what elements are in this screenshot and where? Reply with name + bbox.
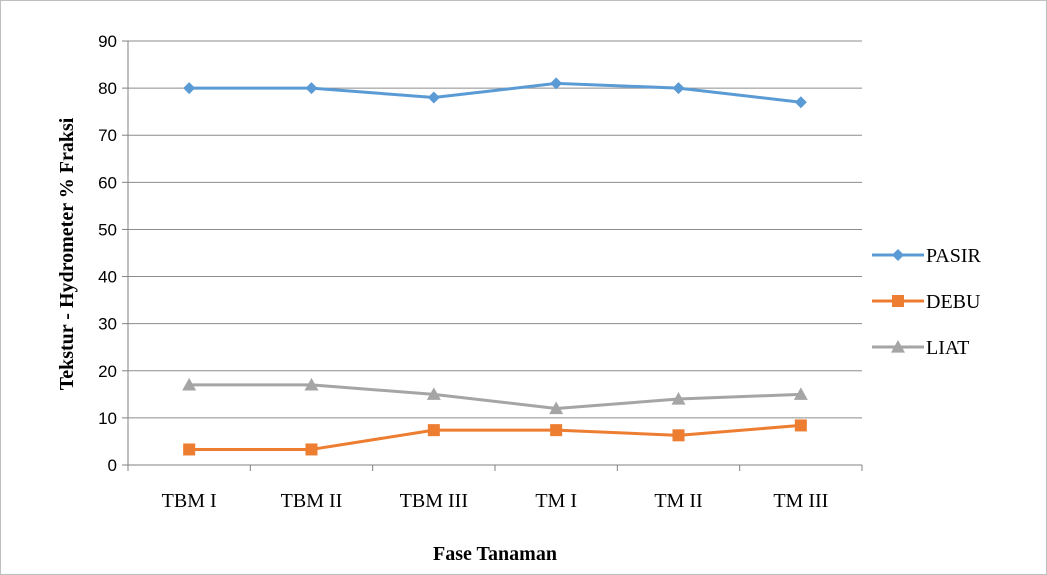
- legend-item-pasir: PASIR: [872, 245, 982, 267]
- data-point-pasir: [427, 91, 440, 104]
- data-point-pasir: [550, 77, 563, 90]
- x-tick-label: TBM I: [162, 490, 217, 512]
- y-tick-label: 0: [108, 456, 117, 475]
- x-tick-label: TM III: [773, 490, 828, 512]
- x-tick-label: TM I: [535, 490, 577, 512]
- data-point-debu: [794, 419, 807, 432]
- x-tick-label: TBM II: [281, 490, 343, 512]
- x-tick-label: TM II: [654, 490, 702, 512]
- legend-marker-liat: [891, 340, 905, 353]
- legend-marker-pasir: [892, 249, 904, 261]
- y-tick-label: 90: [98, 32, 117, 51]
- y-axis-tick-labels: 0 10 20 30 40 50 60 70 80 90: [98, 32, 117, 475]
- y-tick-label: 10: [98, 409, 117, 428]
- data-point-debu: [427, 424, 440, 437]
- series-line-pasir: [189, 81, 802, 104]
- series-line-debu: [189, 423, 801, 451]
- y-tick-label: 70: [98, 126, 117, 145]
- data-point-liat: [304, 377, 319, 391]
- legend: PASIR DEBU LIAT: [872, 245, 982, 359]
- data-point-liat: [549, 401, 564, 415]
- data-point-debu: [305, 443, 318, 456]
- legend-label-pasir: PASIR: [926, 245, 982, 267]
- y-tick-label: 50: [98, 220, 117, 239]
- data-point-debu: [183, 443, 196, 456]
- data-series: [182, 77, 808, 456]
- data-point-pasir: [305, 82, 318, 95]
- series-debu: [183, 419, 807, 456]
- y-tick-label: 30: [98, 315, 117, 334]
- legend-item-debu: DEBU: [872, 291, 981, 313]
- axes: [122, 40, 863, 471]
- series-line-liat: [189, 383, 801, 410]
- data-point-pasir: [794, 96, 807, 109]
- x-axis-title: Fase Tanaman: [433, 543, 557, 565]
- series-pasir: [183, 77, 807, 109]
- x-axis-tick-labels: TBM I TBM II TBM III TM I TM II TM III: [162, 490, 829, 512]
- gridlines: [128, 40, 862, 419]
- y-tick-label: 20: [98, 362, 117, 381]
- data-point-pasir: [672, 82, 685, 95]
- legend-item-liat: LIAT: [872, 337, 969, 359]
- y-tick-label: 60: [98, 173, 117, 192]
- data-point-debu: [672, 429, 685, 442]
- y-tick-label: 80: [98, 79, 117, 98]
- x-tick-label: TBM III: [400, 490, 468, 512]
- data-point-liat: [671, 392, 686, 405]
- legend-label-debu: DEBU: [926, 291, 981, 313]
- data-point-liat: [793, 387, 808, 400]
- y-tick-label: 40: [98, 268, 117, 287]
- y-axis-title: Tekstur - Hydrometer % Fraksi: [56, 117, 78, 390]
- data-point-liat: [182, 377, 197, 391]
- data-point-debu: [550, 424, 563, 437]
- series-liat: [182, 377, 808, 415]
- data-point-liat: [426, 387, 441, 400]
- legend-label-liat: LIAT: [926, 337, 969, 359]
- data-point-pasir: [183, 82, 196, 95]
- legend-marker-debu: [892, 295, 904, 307]
